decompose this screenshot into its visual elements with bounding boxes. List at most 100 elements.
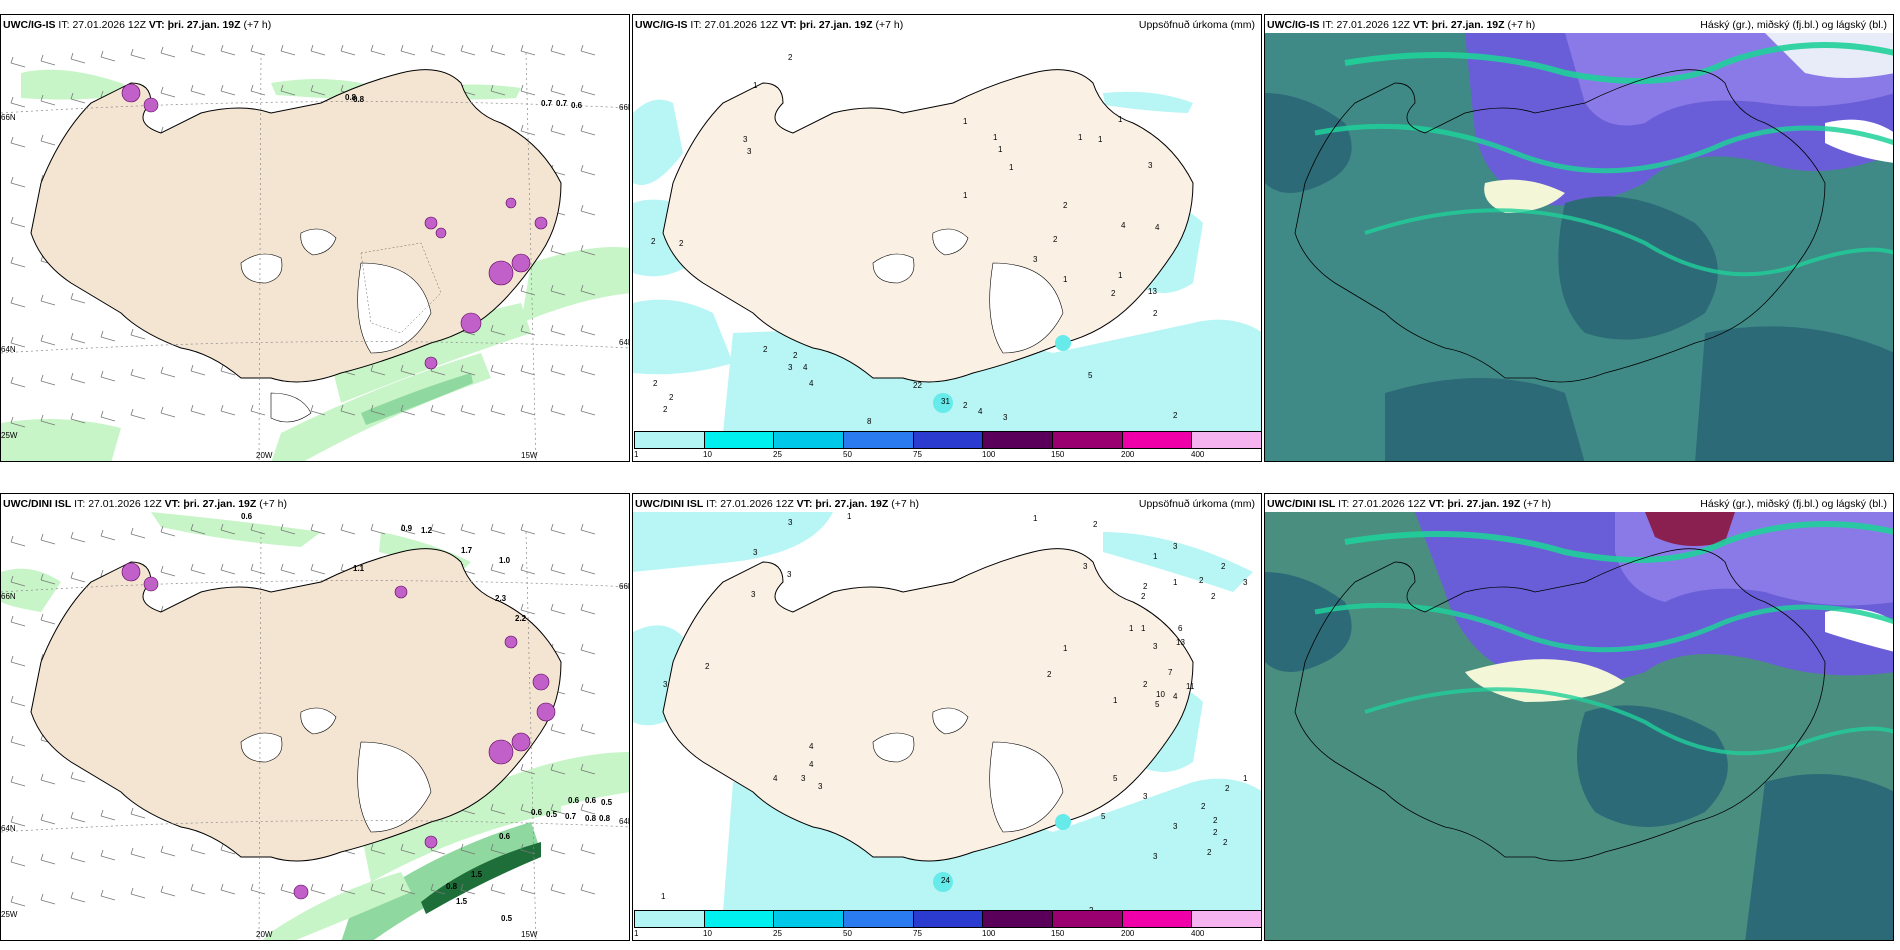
lon-label-15w: 15W (521, 930, 538, 939)
precip-value: 2 (763, 345, 768, 354)
colorbar-label: 200 (1121, 929, 1135, 938)
lat-label-64n: 64N (1, 345, 16, 354)
colorbar-label: 150 (1051, 450, 1065, 459)
value-label: 0.9 (401, 524, 413, 533)
value-label: 0.6 (571, 101, 583, 110)
precip-value: 4 (1155, 223, 1160, 232)
precip-value: 3 (747, 147, 752, 156)
panel-ig-cloud-cover: UWC/IG-IS IT: 27.01.2026 12Z VT: þri. 27… (1264, 14, 1894, 462)
colorbar-label: 1 (634, 929, 639, 938)
lat-label-64n-right: 64N (619, 338, 629, 347)
precip-value: 3 (1033, 255, 1038, 264)
precip-value: 2 (1221, 562, 1226, 571)
precip-value: 3 (751, 590, 756, 599)
colorbar-swatch (704, 911, 775, 927)
colorbar-labels: 1 10 25 50 75 100 150 200 400 (633, 929, 1261, 940)
precip-value: 2 (1225, 784, 1230, 793)
precip-value: 3 (1143, 792, 1148, 801)
panel-title-right: Háský (gr.), miðský (fj.bl.) og lágský (… (1700, 19, 1887, 31)
precip-value: 2 (1213, 828, 1218, 837)
panel-header: UWC/DINI ISL IT: 27.01.2026 12Z VT: þri.… (635, 498, 919, 510)
colorbar-swatch (1192, 432, 1261, 448)
precip-value: 2 (1111, 289, 1116, 298)
colorbar-label: 25 (773, 929, 782, 938)
colorbar-label: 100 (982, 450, 996, 459)
precip-value: 4 (803, 363, 808, 372)
accum-precip-map: 2 1 3 3 1 1 1 1 1 1 1 1 2 2 4 4 3 1 2 2 … (633, 33, 1261, 461)
colorbar-label: 50 (843, 450, 852, 459)
precip-value: 1 (1063, 275, 1068, 284)
value-label: 0.7 (541, 99, 553, 108)
precip-value: 2 (1143, 582, 1148, 591)
colorbar-swatch (1192, 911, 1261, 927)
panel-dini-wind-precip: UWC/DINI ISL IT: 27.01.2026 12Z VT: þri.… (0, 493, 630, 941)
precip-value: 24 (941, 876, 950, 885)
colorbar-swatches (634, 910, 1261, 928)
cloud-cover-map (1265, 33, 1893, 461)
colorbar-swatch (1122, 911, 1193, 927)
precip-value: 22 (913, 381, 922, 390)
precip-value: 2 (963, 401, 968, 410)
precip-value: 3 (743, 135, 748, 144)
lat-label-64n: 64N (1, 824, 16, 833)
precip-colorbar: 1 10 25 50 75 100 150 200 400 (633, 431, 1261, 461)
precip-value: 2 (1173, 411, 1178, 420)
precip-value: 2 (1223, 838, 1228, 847)
colorbar-label: 50 (843, 929, 852, 938)
precip-value: 1 (753, 81, 758, 90)
lon-label-20w: 20W (256, 451, 273, 460)
precip-value: 2 (1213, 816, 1218, 825)
colorbar-label: 100 (982, 929, 996, 938)
value-label: 0.6 (241, 512, 253, 521)
precip-value: 1 (1173, 578, 1178, 587)
colorbar-swatch (1053, 911, 1123, 927)
precip-value: 5 (1155, 700, 1160, 709)
colorbar-swatch (1122, 432, 1193, 448)
precip-value: 31 (941, 397, 950, 406)
precip-value: 1 (1009, 163, 1014, 172)
colorbar-label: 1 (634, 450, 639, 459)
precip-value: 3 (818, 782, 823, 791)
precip-value: 2 (1053, 235, 1058, 244)
value-label: 0.8 (599, 814, 611, 823)
precip-value: 2 (1141, 592, 1146, 601)
precip-value: 2 (1201, 802, 1206, 811)
value-label: 0.8 (585, 814, 597, 823)
precip-value: 3 (1148, 161, 1153, 170)
value-label: 1.5 (456, 897, 468, 906)
value-label: 0.6 (499, 832, 511, 841)
colorbar-label: 400 (1191, 450, 1205, 459)
precip-value: 1 (1118, 115, 1123, 124)
panel-header: UWC/DINI ISL IT: 27.01.2026 12Z VT: þri.… (3, 498, 287, 510)
precip-value: 1 (1098, 135, 1103, 144)
precip-value: 1 (1078, 133, 1083, 142)
value-label: 2.2 (515, 614, 527, 623)
value-label: 0.8 (345, 93, 357, 102)
precip-value: 1 (963, 191, 968, 200)
precip-value: 13 (1176, 638, 1185, 647)
colorbar-label: 10 (703, 929, 712, 938)
colorbar-swatch (983, 911, 1054, 927)
precip-value: 3 (1173, 822, 1178, 831)
colorbar-swatch (844, 432, 914, 448)
lat-label-66n: 66N (1, 592, 16, 601)
colorbar-swatch (635, 911, 705, 927)
precip-value: 5 (1088, 371, 1093, 380)
panel-ig-wind-precip: UWC/IG-IS IT: 27.01.2026 12Z VT: þri. 27… (0, 14, 630, 462)
cloud-cover-map (1265, 512, 1893, 940)
colorbar-label: 75 (913, 929, 922, 938)
colorbar-swatch (1053, 432, 1123, 448)
value-label: 1.2 (421, 526, 433, 535)
precip-value: 4 (773, 774, 778, 783)
precip-value: 1 (993, 133, 998, 142)
precip-value: 5 (1113, 774, 1118, 783)
value-label: 0.6 (531, 808, 543, 817)
colorbar-label: 25 (773, 450, 782, 459)
value-label: 0.5 (546, 810, 558, 819)
colorbar-label: 400 (1191, 929, 1205, 938)
precip-value: 1 (1118, 271, 1123, 280)
value-label: 0.5 (601, 798, 613, 807)
precip-value: 1 (1113, 696, 1118, 705)
precip-value: 2 (1153, 309, 1158, 318)
colorbar-labels: 1 10 25 50 75 100 150 200 400 (633, 450, 1261, 461)
